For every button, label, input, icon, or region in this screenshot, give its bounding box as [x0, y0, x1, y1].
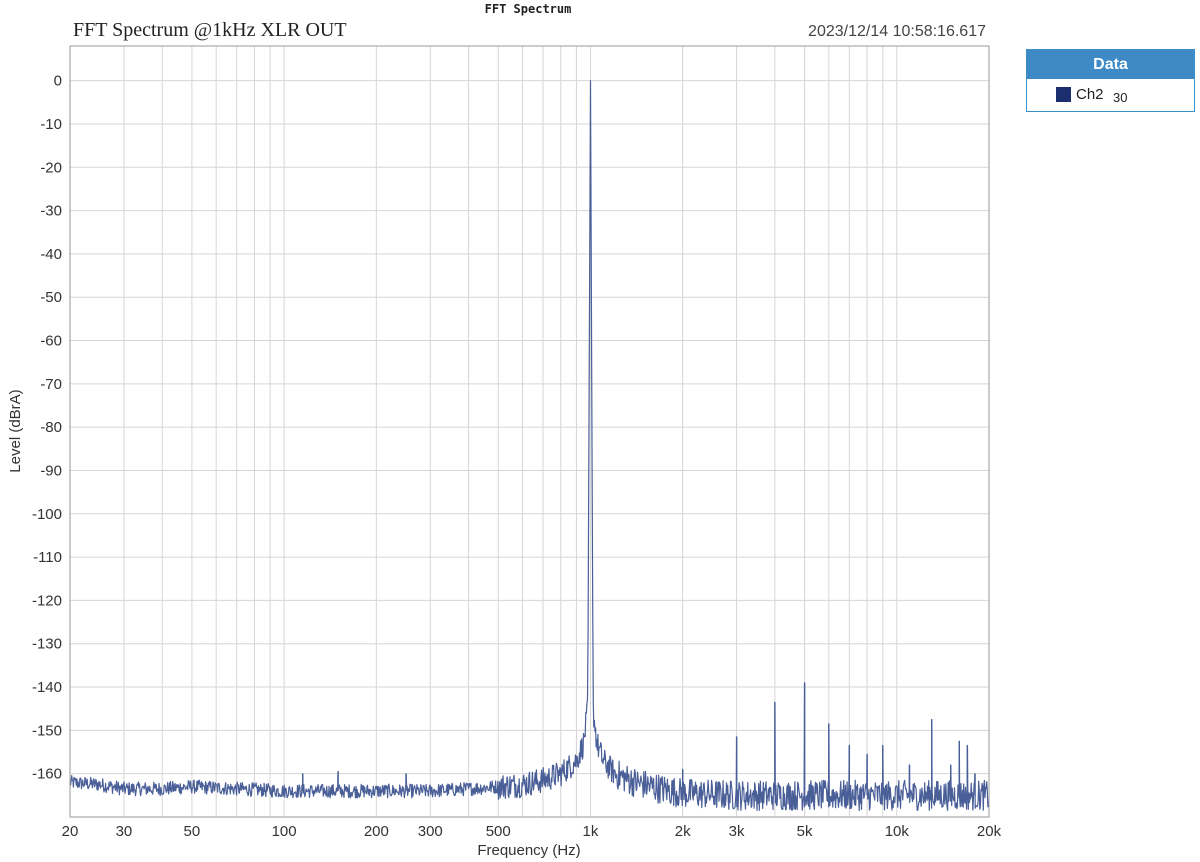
x-tick-label: 3k: [729, 823, 745, 840]
chart-title: FFT Spectrum @1kHz XLR OUT: [73, 19, 347, 41]
y-tick-label: -50: [40, 289, 62, 306]
y-tick-label: -100: [32, 506, 62, 523]
legend-header: Data: [1027, 50, 1194, 79]
y-tick-label: -40: [40, 246, 62, 263]
legend-item-ch2[interactable]: Ch2 30: [1027, 79, 1194, 110]
y-tick-label: 0: [54, 73, 62, 90]
x-tick-label: 100: [272, 823, 297, 840]
y-tick-label: -80: [40, 419, 62, 436]
trace-ch2: [69, 80, 990, 812]
x-tick-label: 20k: [977, 823, 1002, 840]
x-tick-label: 200: [364, 823, 389, 840]
plot-background: [70, 46, 989, 817]
x-axis-label: Frequency (Hz): [477, 842, 580, 859]
window-title: FFT Spectrum: [484, 2, 572, 16]
legend-swatch: [1056, 87, 1071, 102]
x-tick-label: 300: [418, 823, 443, 840]
legend-item-count: 30: [1113, 90, 1128, 105]
timestamp: 2023/12/14 10:58:16.617: [808, 23, 986, 40]
plot-border: [69, 45, 990, 818]
x-tick-label: 5k: [797, 823, 813, 840]
x-tick-label: 1k: [583, 823, 599, 840]
y-tick-label: -90: [40, 462, 62, 479]
y-tick-label: -70: [40, 376, 62, 393]
y-tick-label: -30: [40, 203, 62, 220]
x-axis-ticks: 20 30 50 100 200 300 500 1k 2k 3k 5k 10k 20k: [62, 823, 1002, 840]
y-tick-label: -160: [32, 766, 62, 783]
x-tick-label: 20: [62, 823, 79, 840]
y-axis-label: Level (dBrA): [7, 389, 24, 472]
y-tick-label: -120: [32, 592, 62, 609]
x-tick-label: 30: [116, 823, 133, 840]
y-tick-label: -10: [40, 116, 62, 133]
y-tick-label: -140: [32, 679, 62, 696]
series-line-ch2: [69, 80, 990, 812]
y-tick-label: -20: [40, 159, 62, 176]
x-tick-label: 500: [486, 823, 511, 840]
x-tick-label: 2k: [675, 823, 691, 840]
y-tick-label: -150: [32, 722, 62, 739]
x-tick-label: 10k: [885, 823, 910, 840]
y-tick-label: -60: [40, 333, 62, 350]
y-tick-label: -110: [33, 549, 62, 566]
legend: Data Ch2 30: [1026, 49, 1195, 112]
x-tick-label: 50: [184, 823, 201, 840]
legend-item-label: Ch2: [1076, 86, 1104, 103]
y-axis-ticks: 0 -10 -20 -30 -40 -50 -60 -70 -80 -90 -100 -110 -120…: [32, 73, 62, 783]
y-tick-label: -130: [32, 636, 62, 653]
fft-plot[interactable]: 0 -10 -20 -30 -40 -50 -60 -70 -80 -90 -100 -110 -120…: [0, 0, 1020, 862]
